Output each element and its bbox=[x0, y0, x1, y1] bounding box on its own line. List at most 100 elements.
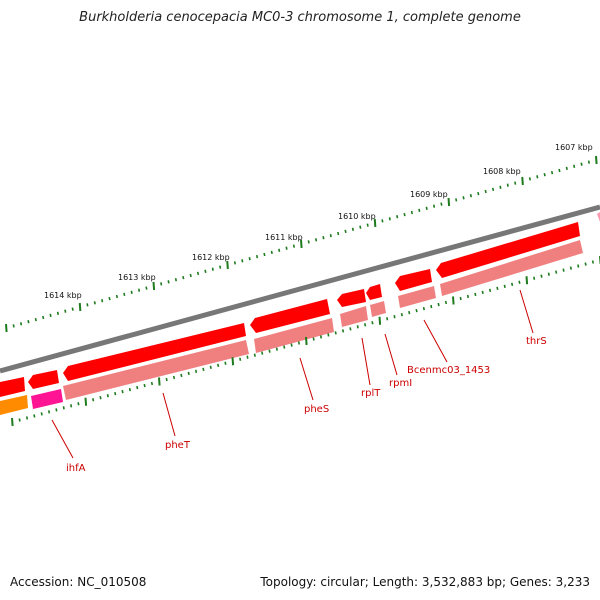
inner-minor-tick bbox=[114, 391, 117, 396]
inner-minor-tick bbox=[312, 337, 315, 341]
outer-minor-tick bbox=[86, 303, 89, 307]
outer-minor-tick bbox=[285, 246, 288, 250]
leader-ihfA bbox=[51, 419, 74, 459]
outer-major-tick bbox=[373, 218, 377, 228]
inner-minor-tick bbox=[364, 323, 367, 327]
inner-minor-tick bbox=[165, 377, 168, 382]
outer-minor-tick bbox=[123, 292, 126, 297]
inner-major-tick bbox=[231, 357, 235, 366]
outer-minor-tick bbox=[558, 168, 561, 173]
inner-minor-tick bbox=[217, 363, 220, 367]
accession-footer: Accession: NC_010508 bbox=[10, 575, 147, 589]
outer-major-tick bbox=[226, 260, 229, 270]
gene-label-Bcenmc03-1453: Bcenmc03_1453 bbox=[407, 365, 490, 376]
outer-minor-tick bbox=[160, 282, 163, 286]
scale-label-1612: 1612 kbp bbox=[192, 253, 230, 262]
inner-major-tick bbox=[11, 417, 14, 427]
outer-minor-tick bbox=[42, 315, 45, 320]
inner-minor-tick bbox=[70, 404, 73, 408]
outer-minor-tick bbox=[359, 225, 362, 229]
outer-major-tick bbox=[300, 239, 303, 249]
outer-minor-tick bbox=[255, 254, 259, 259]
outer-minor-tick bbox=[115, 294, 119, 299]
outer-minor-tick bbox=[322, 236, 325, 240]
inner-minor-tick bbox=[503, 284, 506, 288]
outer-minor-tick bbox=[410, 210, 414, 215]
cds-forward-pheT bbox=[63, 323, 246, 381]
outer-minor-tick bbox=[455, 198, 458, 202]
outer-major-tick bbox=[521, 176, 524, 186]
inner-minor-tick bbox=[128, 387, 131, 392]
inner-minor-tick bbox=[290, 343, 293, 347]
cds-forward-rpmI bbox=[366, 284, 382, 300]
inner-minor-tick bbox=[224, 361, 227, 365]
inner-minor-tick bbox=[172, 375, 176, 380]
inner-minor-tick bbox=[187, 371, 190, 376]
gene-label-rplT: rplT bbox=[361, 388, 381, 399]
outer-minor-tick bbox=[514, 181, 517, 185]
inner-minor-tick bbox=[466, 294, 470, 299]
cds-reverse-rplT bbox=[340, 306, 368, 327]
leader-rpmI bbox=[384, 333, 398, 376]
inner-minor-tick bbox=[408, 310, 411, 315]
inner-minor-tick bbox=[253, 353, 256, 357]
inner-minor-tick bbox=[246, 355, 249, 359]
outer-minor-tick bbox=[145, 286, 148, 290]
inner-minor-tick bbox=[349, 327, 352, 331]
inner-minor-tick bbox=[62, 406, 65, 410]
outer-minor-tick bbox=[337, 231, 340, 236]
inner-minor-tick bbox=[319, 335, 323, 339]
gene-label-pheS: pheS bbox=[304, 404, 329, 415]
feature-magenta-ihfA bbox=[31, 389, 63, 409]
gene-label-pheT: pheT bbox=[165, 440, 191, 451]
inner-minor-tick bbox=[334, 331, 337, 335]
inner-minor-tick bbox=[99, 396, 102, 400]
outer-minor-tick bbox=[418, 208, 421, 213]
leader-pheS bbox=[299, 357, 314, 401]
inner-minor-tick bbox=[386, 317, 389, 321]
outer-minor-tick bbox=[137, 288, 141, 292]
inner-minor-tick bbox=[533, 276, 536, 280]
outer-major-tick bbox=[447, 197, 451, 207]
outer-minor-tick bbox=[543, 173, 546, 177]
cds-forward-left-edge bbox=[0, 377, 25, 397]
inner-tick-ring bbox=[11, 256, 600, 427]
inner-minor-tick bbox=[562, 268, 565, 272]
outer-minor-tick bbox=[167, 280, 170, 284]
outer-minor-tick bbox=[278, 248, 281, 252]
map-title: Burkholderia cenocepacia MC0-3 chromosom… bbox=[79, 10, 521, 25]
inner-minor-tick bbox=[444, 300, 448, 305]
cds-forward-right-edge bbox=[597, 212, 600, 222]
outer-minor-tick bbox=[491, 187, 495, 192]
outer-minor-tick bbox=[573, 164, 576, 168]
inner-minor-tick bbox=[555, 270, 558, 274]
scale-label-1608: 1608 kbp bbox=[483, 167, 521, 176]
outer-minor-tick bbox=[56, 311, 60, 315]
outer-minor-tick bbox=[314, 238, 318, 242]
reverse-strand-features bbox=[0, 240, 583, 415]
inner-minor-tick bbox=[150, 381, 154, 386]
inner-minor-tick bbox=[459, 296, 462, 301]
inner-minor-tick bbox=[136, 385, 139, 390]
outer-minor-tick bbox=[580, 162, 583, 166]
outer-major-tick bbox=[78, 302, 82, 312]
cds-reverse-rpmI bbox=[370, 301, 386, 317]
inner-minor-tick bbox=[341, 329, 345, 333]
gene-label-thrS: thrS bbox=[526, 336, 547, 347]
outer-minor-tick bbox=[403, 212, 406, 217]
outer-minor-tick bbox=[211, 267, 214, 271]
inner-minor-tick bbox=[400, 313, 403, 317]
outer-minor-tick bbox=[307, 240, 310, 244]
inner-minor-tick bbox=[55, 408, 58, 412]
cds-forward-Bcenmc03-1453 bbox=[395, 269, 432, 291]
outer-minor-tick bbox=[381, 219, 384, 223]
outer-minor-tick bbox=[528, 177, 532, 181]
outer-minor-tick bbox=[71, 307, 74, 311]
inner-major-tick bbox=[452, 296, 455, 305]
outer-minor-tick bbox=[366, 223, 369, 227]
inner-minor-tick bbox=[371, 321, 374, 325]
inner-minor-tick bbox=[569, 266, 572, 270]
inner-minor-tick bbox=[437, 302, 440, 307]
inner-minor-tick bbox=[268, 349, 271, 353]
outer-minor-tick bbox=[329, 233, 332, 238]
